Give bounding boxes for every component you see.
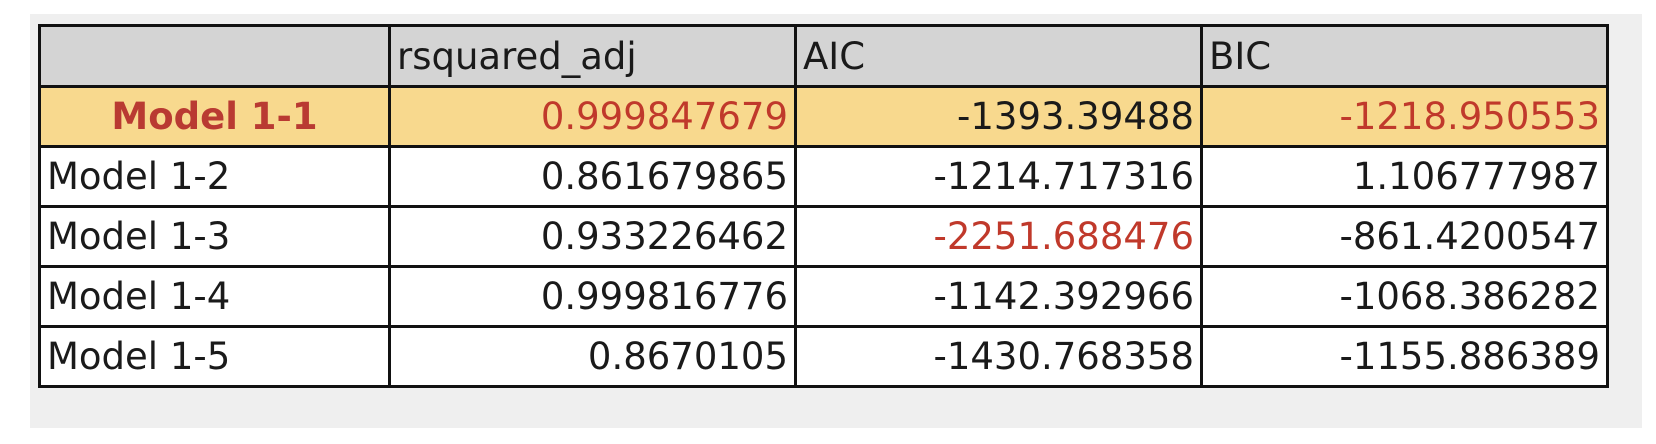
row-label: Model 1-4 <box>38 265 391 328</box>
row-label: Model 1-3 <box>38 205 391 268</box>
bic-cell: -1155.886389 <box>1200 325 1609 388</box>
aic-cell: -2251.688476 <box>794 205 1203 268</box>
table-row: Model 1-3 0.933226462 -2251.688476 -861.… <box>38 205 1609 268</box>
bic-cell: -861.4200547 <box>1200 205 1609 268</box>
rsquared-adj-cell: 0.999847679 <box>388 85 797 148</box>
aic-cell: -1393.39488 <box>794 85 1203 148</box>
rsquared-adj-cell: 0.8670105 <box>388 325 797 388</box>
bic-cell: -1068.386282 <box>1200 265 1609 328</box>
bic-cell: -1218.950553 <box>1200 85 1609 148</box>
table-header-row: rsquared_adj AIC BIC <box>38 24 1609 88</box>
rsquared-adj-cell: 0.999816776 <box>388 265 797 328</box>
table-row: Model 1-4 0.999816776 -1142.392966 -1068… <box>38 265 1609 328</box>
header-rsquared-adj: rsquared_adj <box>388 24 797 88</box>
aic-cell: -1214.717316 <box>794 145 1203 208</box>
row-label: Model 1-1 <box>38 85 391 148</box>
table-row: Model 1-1 0.999847679 -1393.39488 -1218.… <box>38 85 1609 148</box>
table-row: Model 1-2 0.861679865 -1214.717316 1.106… <box>38 145 1609 208</box>
table-row: Model 1-5 0.8670105 -1430.768358 -1155.8… <box>38 325 1609 388</box>
header-aic: AIC <box>794 24 1203 88</box>
rsquared-adj-cell: 0.933226462 <box>388 205 797 268</box>
bic-cell: 1.106777987 <box>1200 145 1609 208</box>
row-label: Model 1-5 <box>38 325 391 388</box>
rsquared-adj-cell: 0.861679865 <box>388 145 797 208</box>
aic-cell: -1430.768358 <box>794 325 1203 388</box>
header-corner-cell <box>38 24 391 88</box>
row-label: Model 1-2 <box>38 145 391 208</box>
aic-cell: -1142.392966 <box>794 265 1203 328</box>
model-comparison-table: rsquared_adj AIC BIC Model 1-1 0.9998476… <box>38 24 1609 388</box>
header-bic: BIC <box>1200 24 1609 88</box>
